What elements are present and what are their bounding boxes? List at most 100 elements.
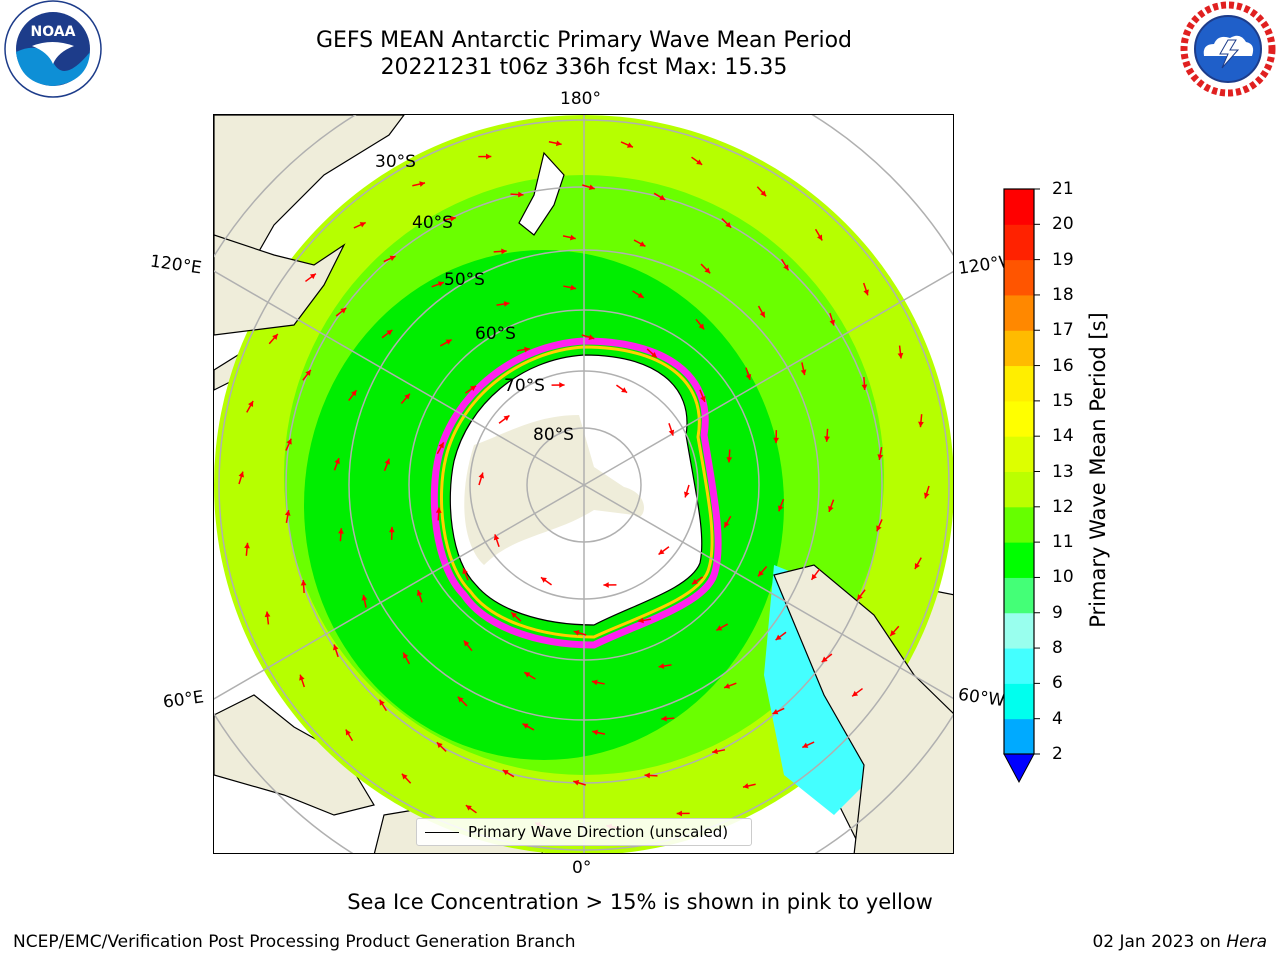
lat-label-70s: 70°S: [504, 376, 545, 396]
wave-arrow: [333, 644, 339, 658]
wave-arrow: [653, 192, 666, 201]
wave-arrow: [757, 305, 766, 318]
wave-arrow: [676, 810, 690, 817]
wave-arrow: [510, 191, 524, 198]
wave-arrow: [914, 557, 922, 570]
colorbar-segment: [1004, 648, 1034, 684]
wave-arrow: [646, 348, 658, 359]
colorbar-segment: [1004, 294, 1034, 331]
wave-arrow: [862, 282, 869, 296]
wave-arrow: [268, 333, 279, 345]
wave-arrow: [591, 679, 605, 686]
wave-arrow: [824, 428, 830, 442]
wave-arrow: [773, 430, 780, 444]
wave-arrow: [516, 346, 530, 353]
wave-arrow: [726, 449, 733, 463]
wave-arrow: [378, 699, 388, 712]
wave-arrow: [691, 576, 704, 585]
wave-arrow: [802, 741, 815, 749]
colorbar-tick-label: 4: [1052, 708, 1063, 729]
wave-arrow: [361, 594, 368, 608]
producer-credit: NCEP/EMC/Verification Post Processing Pr…: [13, 932, 576, 952]
wave-arrow: [284, 509, 291, 524]
wave-arrow: [338, 528, 344, 542]
wave-arrow: [502, 769, 515, 778]
colorbar-segment: [1004, 683, 1034, 720]
wave-arrow: [333, 457, 340, 471]
colorbar-tick-label: 13: [1052, 461, 1074, 482]
wave-arrow: [400, 393, 411, 404]
lon-label-120e: 120°E: [148, 251, 203, 279]
colorbar-tick-label: 14: [1052, 426, 1074, 447]
wave-arrow: [715, 623, 729, 632]
wave-arrow: [496, 301, 510, 307]
wave-arrow: [431, 281, 445, 288]
wave-arrow: [246, 400, 254, 413]
colorbar-tick-label: 9: [1052, 602, 1063, 623]
wave-arrow: [918, 414, 924, 428]
wave-arrow: [668, 423, 675, 436]
wave-arrow: [436, 442, 445, 455]
wave-arrow: [723, 682, 737, 689]
wave-arrow: [712, 748, 726, 755]
wave-arrow: [462, 567, 469, 581]
wave-arrow: [493, 534, 500, 547]
wave-arrow: [772, 707, 785, 715]
wave-arrow: [302, 369, 312, 381]
lat-label-80s: 80°S: [533, 425, 574, 445]
wave-arrow: [658, 663, 672, 669]
wave-arrow: [551, 382, 565, 388]
wave-arrow: [381, 329, 393, 339]
colorbar-tick-label: 16: [1052, 355, 1074, 376]
wave-arrow: [335, 307, 347, 317]
colorbar-tick-label: 12: [1052, 496, 1074, 517]
wave-arrow: [285, 438, 292, 451]
wave-arrow: [383, 458, 390, 472]
wave-arrow: [457, 696, 468, 707]
wave-arrow: [563, 284, 577, 291]
wave-arrow: [620, 141, 634, 148]
wave-arrow: [493, 248, 507, 255]
colorbar-segment: [1004, 224, 1034, 261]
wave-arrow: [401, 773, 412, 784]
wave-arrow: [478, 153, 492, 160]
colorbar-tick-label: 19: [1052, 249, 1074, 270]
noaa-logo-text: NOAA: [31, 24, 76, 40]
colorbar-segment: [1004, 506, 1034, 543]
map-panel: [213, 114, 954, 854]
wave-arrow: [264, 611, 271, 625]
lat-label-50s: 50°S: [444, 270, 485, 290]
colorbar-tick-label: 8: [1052, 638, 1063, 659]
wave-arrow: [573, 630, 587, 636]
colorbar-segment: [1004, 577, 1034, 614]
new-zealand-landmass: [518, 151, 565, 236]
wave-arrow: [582, 184, 595, 191]
lon-label-60e: 60°E: [161, 687, 206, 713]
wave-arrow: [436, 741, 447, 752]
wave-arrow: [498, 414, 510, 424]
sea-ice-note: Sea Ice Concentration > 15% is shown in …: [347, 890, 933, 914]
wave-arrow: [416, 589, 423, 603]
wave-arrow: [757, 566, 768, 577]
wave-arrow: [345, 729, 354, 742]
colorbar-segment: [1004, 365, 1034, 402]
polar-map: [214, 115, 953, 853]
colorbar-tick-label: 2: [1052, 744, 1063, 764]
wave-arrow: [810, 568, 820, 581]
wave-arrow: [829, 312, 835, 326]
wave-arrow: [592, 729, 606, 736]
wave-arrow: [300, 579, 307, 594]
wave-arrow: [775, 631, 787, 641]
wave-arrow: [723, 515, 732, 528]
wave-arrow: [388, 526, 395, 540]
colorbar-segment: [1004, 471, 1034, 508]
wave-direction-arrows: [238, 140, 930, 830]
wave-arrow: [695, 318, 705, 330]
colorbar-tick-label: 20: [1052, 214, 1074, 235]
colorbar-segment: [1004, 436, 1034, 472]
colorbar-tick-label: 10: [1052, 567, 1074, 588]
colorbar-segment: [1004, 542, 1034, 578]
wave-arrow: [683, 484, 690, 498]
wave-arrow: [897, 345, 904, 359]
wave-arrow: [658, 546, 670, 556]
